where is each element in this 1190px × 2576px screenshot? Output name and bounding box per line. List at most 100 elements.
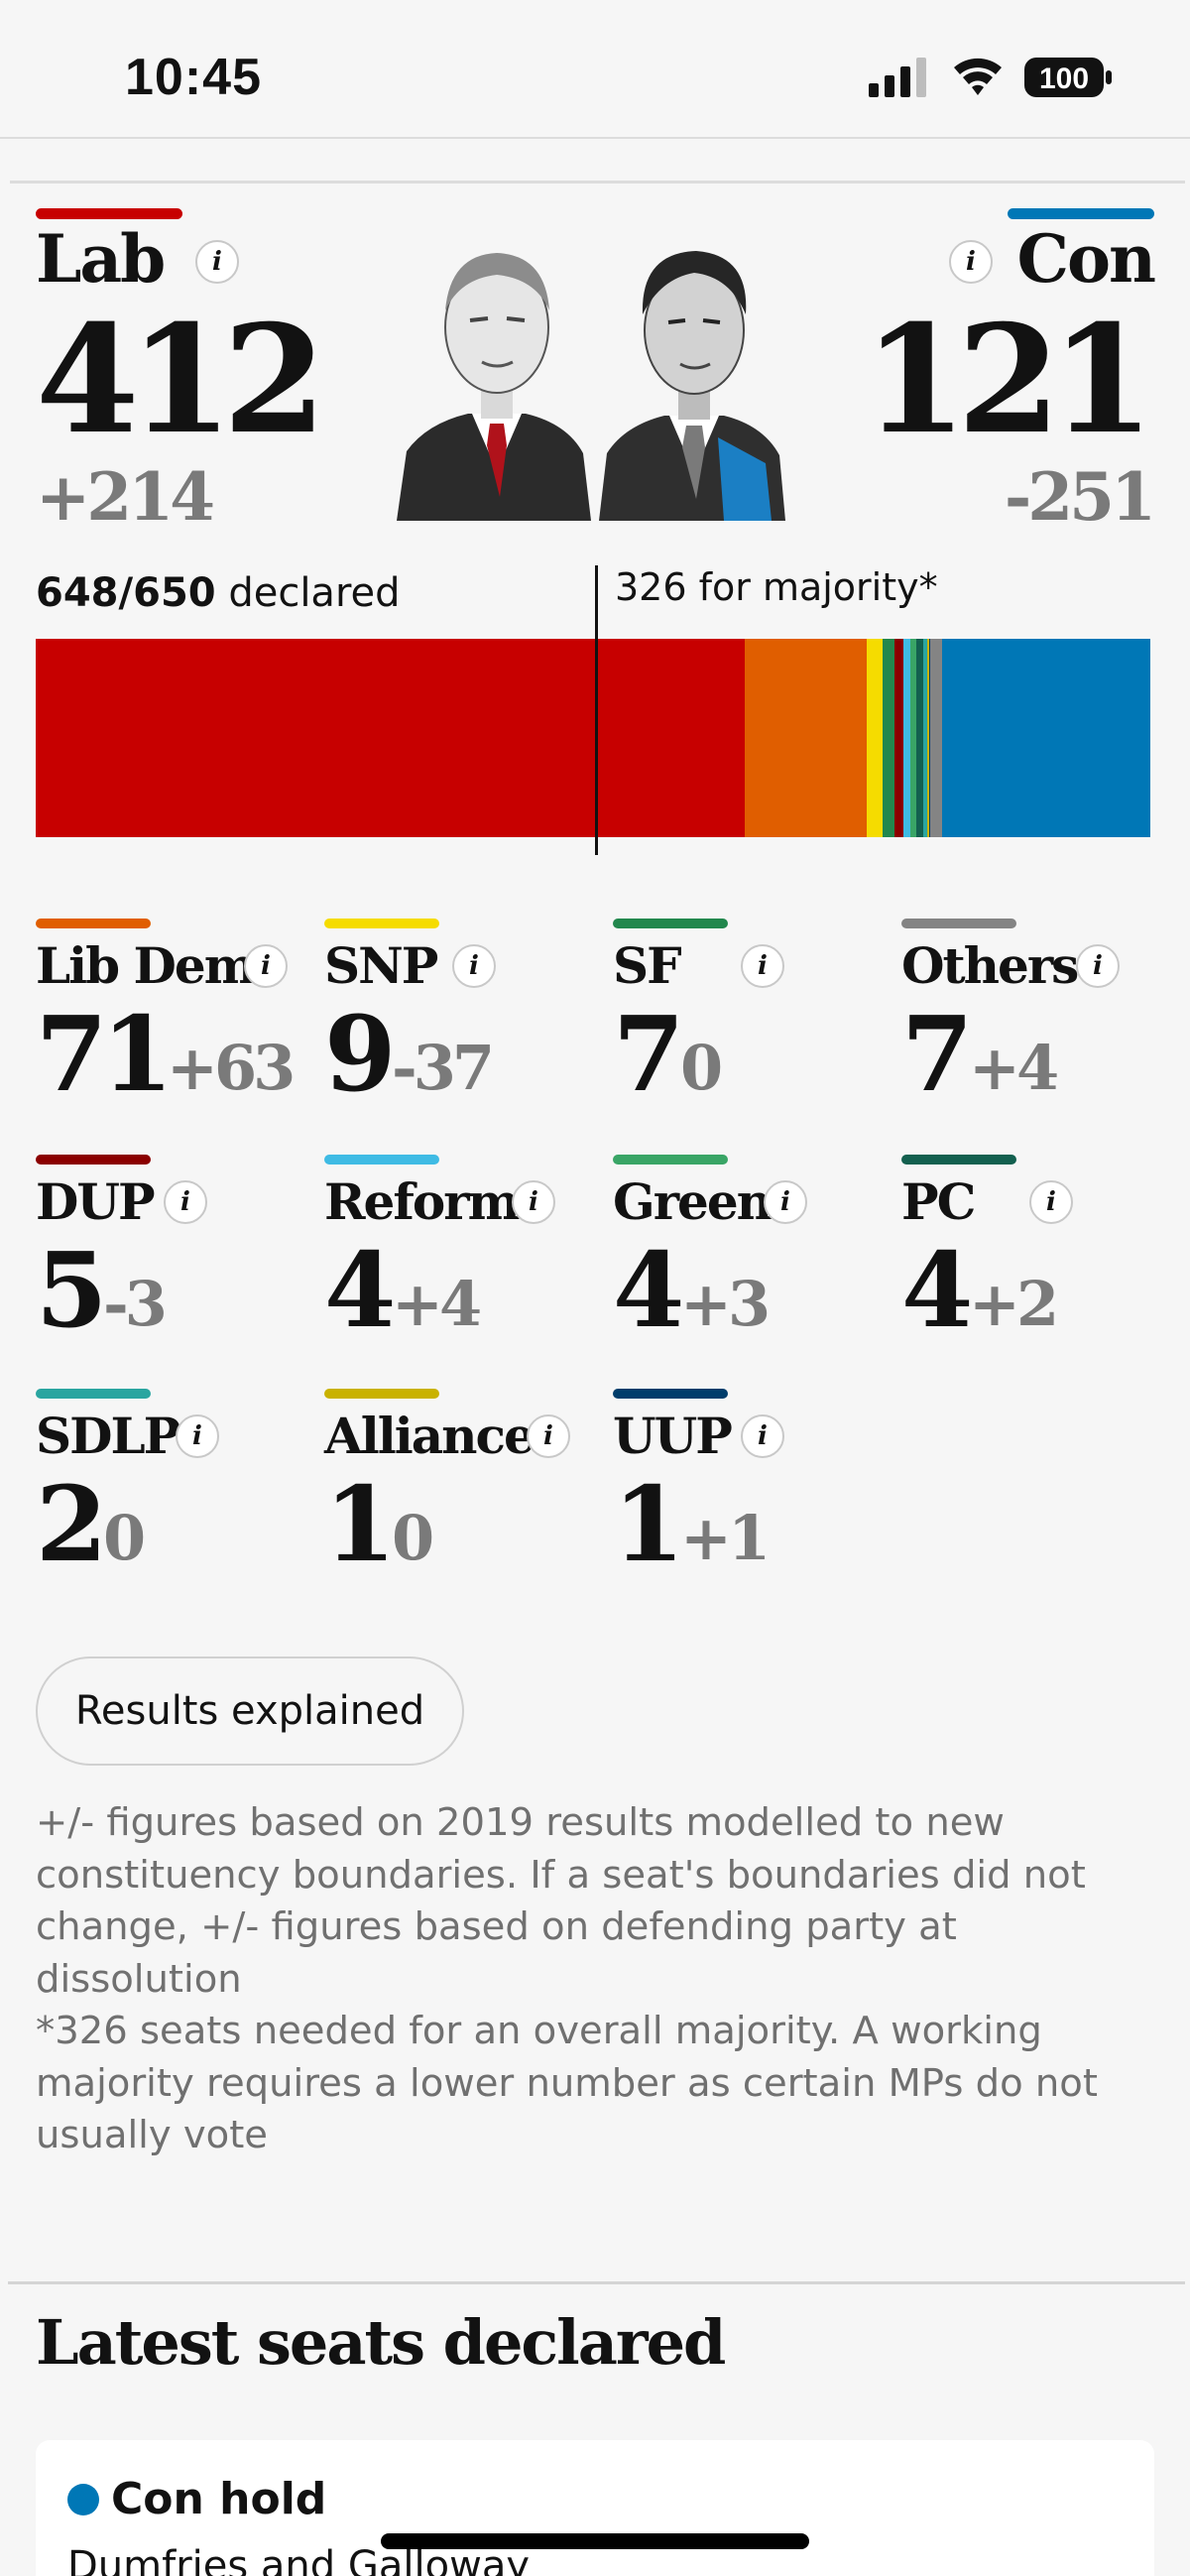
party-name: UUP — [613, 1407, 733, 1465]
party-name: SF — [613, 936, 682, 995]
party-info-icon[interactable]: i — [741, 944, 784, 988]
party-color-bar — [613, 1389, 728, 1399]
party-others: Others i 7 +4 — [901, 919, 1179, 1147]
battery-icon: 100 — [1024, 58, 1112, 97]
party-info-icon[interactable]: i — [164, 1180, 207, 1224]
party-color-bar — [901, 919, 1016, 928]
party-uup: UUP i 1 +1 — [613, 1389, 891, 1617]
party-color-dot — [67, 2484, 99, 2515]
latest-seats-title: Latest seats declared — [36, 2306, 726, 2379]
note-boundaries: +/- figures based on 2019 results modell… — [36, 1800, 1086, 2002]
latest-seat-card[interactable]: Con hold Dumfries and Galloway — [36, 2440, 1154, 2576]
party-color-bar — [36, 1389, 151, 1399]
sunak-portrait — [599, 251, 785, 521]
party-pc: PC i 4 +2 — [901, 1155, 1179, 1383]
party-info-icon[interactable]: i — [527, 1414, 570, 1458]
party-dup: DUP i 5 -3 — [36, 1155, 313, 1383]
declared-label: declared — [228, 570, 401, 616]
party-seats: 2 — [36, 1463, 107, 1585]
starmer-portrait — [397, 253, 591, 521]
party-seats: 71 — [36, 993, 174, 1115]
lab-color-bar — [36, 208, 182, 219]
status-bar: 10:45 100 — [0, 0, 1190, 139]
results-explained-button[interactable]: Results explained — [36, 1656, 464, 1766]
note-majority: *326 seats needed for an overall majorit… — [36, 2009, 1098, 2157]
party-color-bar — [613, 1155, 728, 1165]
con-name: Con — [1016, 220, 1156, 298]
seat-bar-segment-con — [942, 639, 1151, 837]
party-name: DUP — [36, 1172, 156, 1231]
party-alliance: Alliance i 1 0 — [324, 1389, 602, 1617]
seat-bar-segment-sdlp — [923, 639, 927, 837]
party-color-bar — [901, 1155, 1016, 1165]
seat-bar-segment-others — [930, 639, 943, 837]
party-color-bar — [324, 1155, 439, 1165]
lab-info-icon[interactable]: i — [195, 240, 239, 284]
con-info-icon[interactable]: i — [949, 240, 993, 284]
party-seat-change: +4 — [392, 1268, 482, 1340]
seat-bar-segment-green — [909, 639, 917, 837]
party-info-icon[interactable]: i — [1076, 944, 1120, 988]
party-seat-change: +63 — [167, 1032, 296, 1104]
wifi-icon — [954, 58, 1002, 95]
party-name: Others — [901, 936, 1079, 995]
party-seat-change: 0 — [392, 1502, 434, 1574]
lab-change: +214 — [36, 458, 215, 536]
party-seats: 4 — [901, 1229, 973, 1351]
party-info-icon[interactable]: i — [1029, 1180, 1073, 1224]
party-seats: 9 — [324, 993, 396, 1115]
party-color-bar — [324, 919, 439, 928]
party-name: SDLP — [36, 1407, 180, 1465]
party-seats: 1 — [324, 1463, 396, 1585]
lab-seats: 412 — [36, 293, 326, 467]
party-seats: 7 — [613, 993, 684, 1115]
party-info-icon[interactable]: i — [764, 1180, 807, 1224]
cellular-signal-icon — [869, 58, 926, 97]
declared-number: 648/650 — [36, 570, 216, 616]
home-indicator[interactable] — [381, 2533, 809, 2549]
party-info-icon[interactable]: i — [741, 1414, 784, 1458]
party-lib-dem: Lib Dem i 71 +63 — [36, 919, 313, 1147]
party-snp: SNP i 9 -37 — [324, 919, 602, 1147]
seat-bar-segment-lab — [36, 639, 745, 837]
seat-bar-segment-reform — [902, 639, 910, 837]
party-seat-change: 0 — [103, 1502, 146, 1574]
party-info-icon[interactable]: i — [452, 944, 496, 988]
divider — [10, 181, 1185, 184]
party-seats: 4 — [324, 1229, 396, 1351]
seat-bar-segment-snp — [867, 639, 883, 837]
party-name: SNP — [324, 936, 438, 995]
con-color-bar — [1008, 208, 1154, 219]
party-name: Alliance — [324, 1407, 536, 1465]
seat-share-bar — [36, 639, 1154, 837]
majority-marker — [595, 565, 598, 855]
seat-bar-segment-pc — [916, 639, 924, 837]
party-seat-change: +1 — [680, 1502, 771, 1574]
party-info-icon[interactable]: i — [176, 1414, 219, 1458]
party-color-bar — [36, 1155, 151, 1165]
party-sf: SF i 7 0 — [613, 919, 891, 1147]
seat-bar-segment-alliance — [926, 639, 929, 837]
party-info-icon[interactable]: i — [512, 1180, 555, 1224]
footnotes: +/- figures based on 2019 results modell… — [36, 1797, 1154, 2162]
party-reform: Reform i 4 +4 — [324, 1155, 602, 1383]
party-info-icon[interactable]: i — [244, 944, 288, 988]
lab-name: Lab — [36, 220, 166, 298]
party-color-bar — [324, 1389, 439, 1399]
party-name: Reform — [324, 1172, 520, 1231]
party-seats: 5 — [36, 1229, 107, 1351]
seat-bar-segment-sf — [882, 639, 894, 837]
party-seat-change: -37 — [392, 1032, 495, 1104]
party-name: Green — [613, 1172, 773, 1231]
party-green: Green i 4 +3 — [613, 1155, 891, 1383]
seat-bar-segment-lib-dem — [744, 639, 868, 837]
declared-count: 648/650 declared — [36, 570, 401, 616]
seat-bar-segment-uup — [928, 639, 931, 837]
majority-label: 326 for majority* — [615, 565, 938, 609]
battery-level: 100 — [1039, 62, 1089, 95]
party-seat-change: -3 — [103, 1268, 168, 1340]
seat-bar-segment-dup — [893, 639, 903, 837]
con-seats: 121 — [863, 293, 1154, 467]
party-seat-change: +4 — [969, 1032, 1059, 1104]
party-color-bar — [613, 919, 728, 928]
